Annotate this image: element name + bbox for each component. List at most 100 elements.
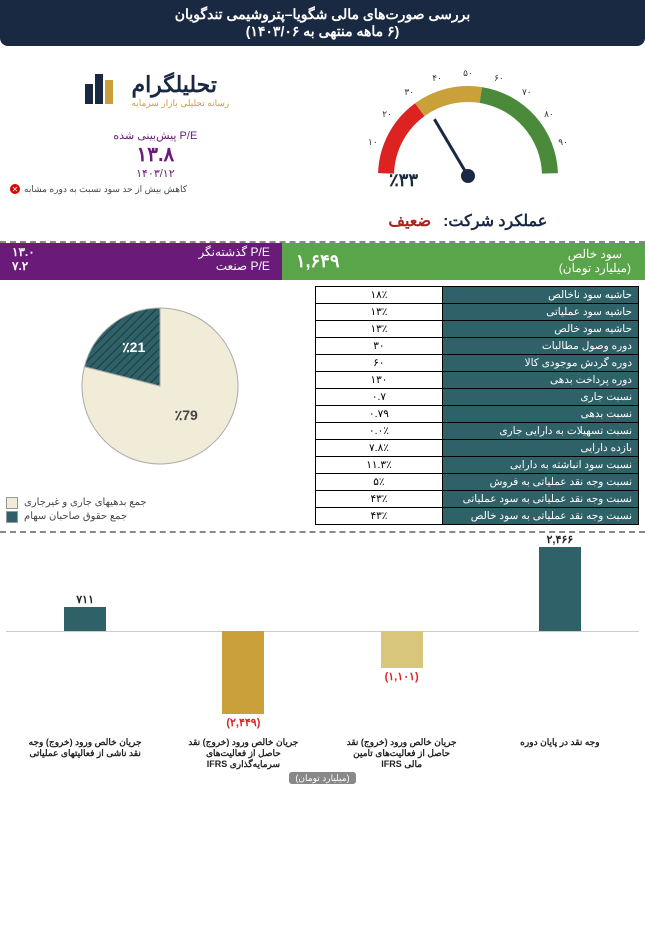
cashflow-value: ۲,۴۶۶: [503, 533, 617, 546]
metric-row: دوره وصول مطالبات۳۰: [315, 337, 639, 355]
pe-bars-row: سود خالص (میلیارد تومان) ۱,۶۴۹ P/E گذشته…: [0, 243, 645, 280]
metric-row: نسبت تسهیلات به دارایی جاری۰.۰٪: [315, 422, 639, 440]
metric-label: حاشیه سود عملیاتی: [442, 304, 638, 320]
metric-label: دوره پرداخت بدهی: [442, 372, 638, 388]
svg-text:۹۰: ۹۰: [558, 137, 568, 147]
warning-text: کاهش بیش از حد سود نسبت به دوره مشابه: [24, 184, 187, 195]
metric-value: ۳۰: [316, 338, 442, 354]
cashflow-bar: (۲,۴۴۹): [186, 543, 300, 733]
svg-text:۸۰: ۸۰: [544, 109, 554, 119]
warning-row: کاهش بیش از حد سود نسبت به دوره مشابه ✕: [10, 184, 301, 195]
pe-ttm-value: ۱۳.۰: [12, 245, 35, 259]
legend-item: جمع بدهیهای جاری و غیرجاری: [6, 497, 315, 509]
metric-row: نسبت سود انباشته به دارایی۱۱.۳٪: [315, 456, 639, 474]
cashflow-bar: (۱,۱۰۱): [345, 543, 459, 733]
svg-text:۴۰: ۴۰: [432, 73, 442, 83]
pie-chart: ٪79 ٪21: [60, 286, 260, 486]
metric-label: نسبت تسهیلات به دارایی جاری: [442, 423, 638, 439]
metric-value: ۰.۷۹: [316, 406, 442, 422]
legend-label: جمع حقوق صاحبان سهام: [24, 511, 127, 522]
cashflow-value: (۱,۱۰۱): [345, 670, 459, 683]
cashflow-bar-rect: [64, 607, 106, 631]
svg-text:۳۰: ۳۰: [404, 87, 414, 97]
metric-label: نسبت بدهی: [442, 406, 638, 422]
svg-text:٪21: ٪21: [123, 339, 146, 355]
metric-row: نسبت بدهی۰.۷۹: [315, 405, 639, 423]
cashflow-chart: ۲,۴۶۶ (۱,۱۰۱) (۲,۴۴۹) ۷۱۱: [6, 543, 639, 733]
performance-label: عملکرد شرکت:: [443, 211, 547, 231]
metric-label: دوره گردش موجودی کالا: [442, 355, 638, 371]
pe-forecast-date: ۱۴۰۳/۱۲: [10, 167, 301, 180]
metric-label: نسبت وجه نقد عملیاتی به سود عملیاتی: [442, 491, 638, 507]
brand-name: تحلیلگرام: [131, 72, 217, 98]
cashflow-unit-pill: (میلیارد تومان): [289, 772, 355, 784]
header-title-1: بررسی صورت‌های مالی شگویا–پتروشیمی تندگو…: [6, 6, 639, 23]
cashflow-bar-rect: [222, 631, 264, 714]
metric-value: ۴۳٪: [316, 508, 442, 524]
metric-row: بازده دارایی۷.۸٪: [315, 439, 639, 457]
brand-tagline: رسانه تحلیلی بازار سرمایه: [131, 98, 229, 109]
metric-value: ۴۳٪: [316, 491, 442, 507]
metric-label: حاشیه سود خالص: [442, 321, 638, 337]
cashflow-bar-rect: [381, 631, 423, 668]
svg-text:۷۰: ۷۰: [522, 87, 532, 97]
gauge-area: ۱۰۲۰۳۰۴۰۵۰۶۰۷۰۸۰۹۰٪۳۳ عملکرد شرکت: ضعیف: [301, 56, 635, 231]
header-title-2: (۶ ماهه منتهی به ۱۴۰۳/۰۶): [6, 23, 639, 40]
metric-label: نسبت سود انباشته به دارایی: [442, 457, 638, 473]
cashflow-bar-label: وجه نقد در پایان دوره: [503, 737, 617, 771]
metric-value: ۶۰: [316, 355, 442, 371]
cashflow-bar: ۲,۴۶۶: [503, 543, 617, 733]
metric-value: ۱۳٪: [316, 304, 442, 320]
net-profit-label: سود خالص: [559, 247, 631, 261]
cashflow-section: ۲,۴۶۶ (۱,۱۰۱) (۲,۴۴۹) ۷۱۱ وجه نقد در پای…: [0, 533, 645, 790]
gauge-chart: ۱۰۲۰۳۰۴۰۵۰۶۰۷۰۸۰۹۰٪۳۳: [358, 56, 578, 206]
net-profit-value: ۱,۶۴۹: [296, 251, 340, 272]
metric-row: حاشیه سود ناخالص۱۸٪: [315, 286, 639, 304]
metric-label: حاشیه سود ناخالص: [442, 287, 638, 303]
legend-item: جمع حقوق صاحبان سهام: [6, 511, 315, 523]
metric-row: دوره پرداخت بدهی۱۳۰: [315, 371, 639, 389]
metric-row: نسبت وجه نقد عملیاتی به سود عملیاتی۴۳٪: [315, 490, 639, 508]
metric-row: نسبت وجه نقد عملیاتی به فروش۵٪: [315, 473, 639, 491]
metric-value: ۵٪: [316, 474, 442, 490]
brand-logo-icon: [81, 66, 125, 115]
cashflow-bar: ۷۱۱: [28, 543, 142, 733]
svg-text:۱۰: ۱۰: [368, 137, 378, 147]
pe-industry-label: P/E صنعت: [216, 259, 270, 273]
performance-value: ضعیف: [388, 211, 431, 231]
pe-forecast-value: ۱۳.۸: [10, 142, 301, 167]
cashflow-bar-label: جریان خالص ورود (خروج) وجه نقد ناشی از ف…: [28, 737, 142, 771]
legend-swatch: [6, 511, 18, 523]
svg-text:٪79: ٪79: [175, 407, 198, 423]
metric-label: نسبت وجه نقد عملیاتی به سود خالص: [442, 508, 638, 524]
cashflow-labels: وجه نقد در پایان دوره جریان خالص ورود (خر…: [6, 737, 639, 771]
net-profit-bar: سود خالص (میلیارد تومان) ۱,۶۴۹: [282, 243, 645, 280]
metric-label: نسبت جاری: [442, 389, 638, 405]
logo-area: تحلیلگرام رسانه تحلیلی بازار سرمایه P/E …: [10, 56, 301, 231]
svg-text:۶۰: ۶۰: [494, 73, 504, 83]
metric-row: دوره گردش موجودی کالا۶۰: [315, 354, 639, 372]
metrics-table: حاشیه سود ناخالص۱۸٪حاشیه سود عملیاتی۱۳٪ح…: [315, 286, 639, 525]
cashflow-value: (۲,۴۴۹): [186, 716, 300, 729]
cashflow-bar-label: جریان خالص ورود (خروج) نقد حاصل از فعالی…: [345, 737, 459, 771]
metric-value: ۱۳٪: [316, 321, 442, 337]
svg-text:٪۳۳: ٪۳۳: [389, 170, 418, 190]
metric-value: ۱۸٪: [316, 287, 442, 303]
cashflow-bar-label: جریان خالص ورود (خروج) نقد حاصل از فعالی…: [186, 737, 300, 771]
metric-row: حاشیه سود عملیاتی۱۳٪: [315, 303, 639, 321]
metric-value: ۱۱.۳٪: [316, 457, 442, 473]
pe-ttm-label: P/E گذشته‌نگر: [198, 245, 269, 259]
metric-label: دوره وصول مطالبات: [442, 338, 638, 354]
pie-column: ٪79 ٪21 جمع بدهیهای جاری و غیرجاری جمع حقو…: [6, 286, 315, 525]
cashflow-value: ۷۱۱: [28, 593, 142, 606]
top-section: ۱۰۲۰۳۰۴۰۵۰۶۰۷۰۸۰۹۰٪۳۳ عملکرد شرکت: ضعیف …: [0, 46, 645, 243]
metric-label: بازده دارایی: [442, 440, 638, 456]
svg-text:۲۰: ۲۰: [382, 109, 392, 119]
metric-row: نسبت وجه نقد عملیاتی به سود خالص۴۳٪: [315, 507, 639, 525]
legend-swatch: [6, 497, 18, 509]
warning-icon: ✕: [10, 184, 20, 194]
metric-value: ۱۳۰: [316, 372, 442, 388]
pie-legend: جمع بدهیهای جاری و غیرجاری جمع حقوق صاحبا…: [6, 497, 315, 523]
pe-history-bar: P/E گذشته‌نگر۱۳.۰ P/E صنعت۷.۲: [0, 243, 282, 280]
legend-label: جمع بدهیهای جاری و غیرجاری: [24, 497, 147, 508]
